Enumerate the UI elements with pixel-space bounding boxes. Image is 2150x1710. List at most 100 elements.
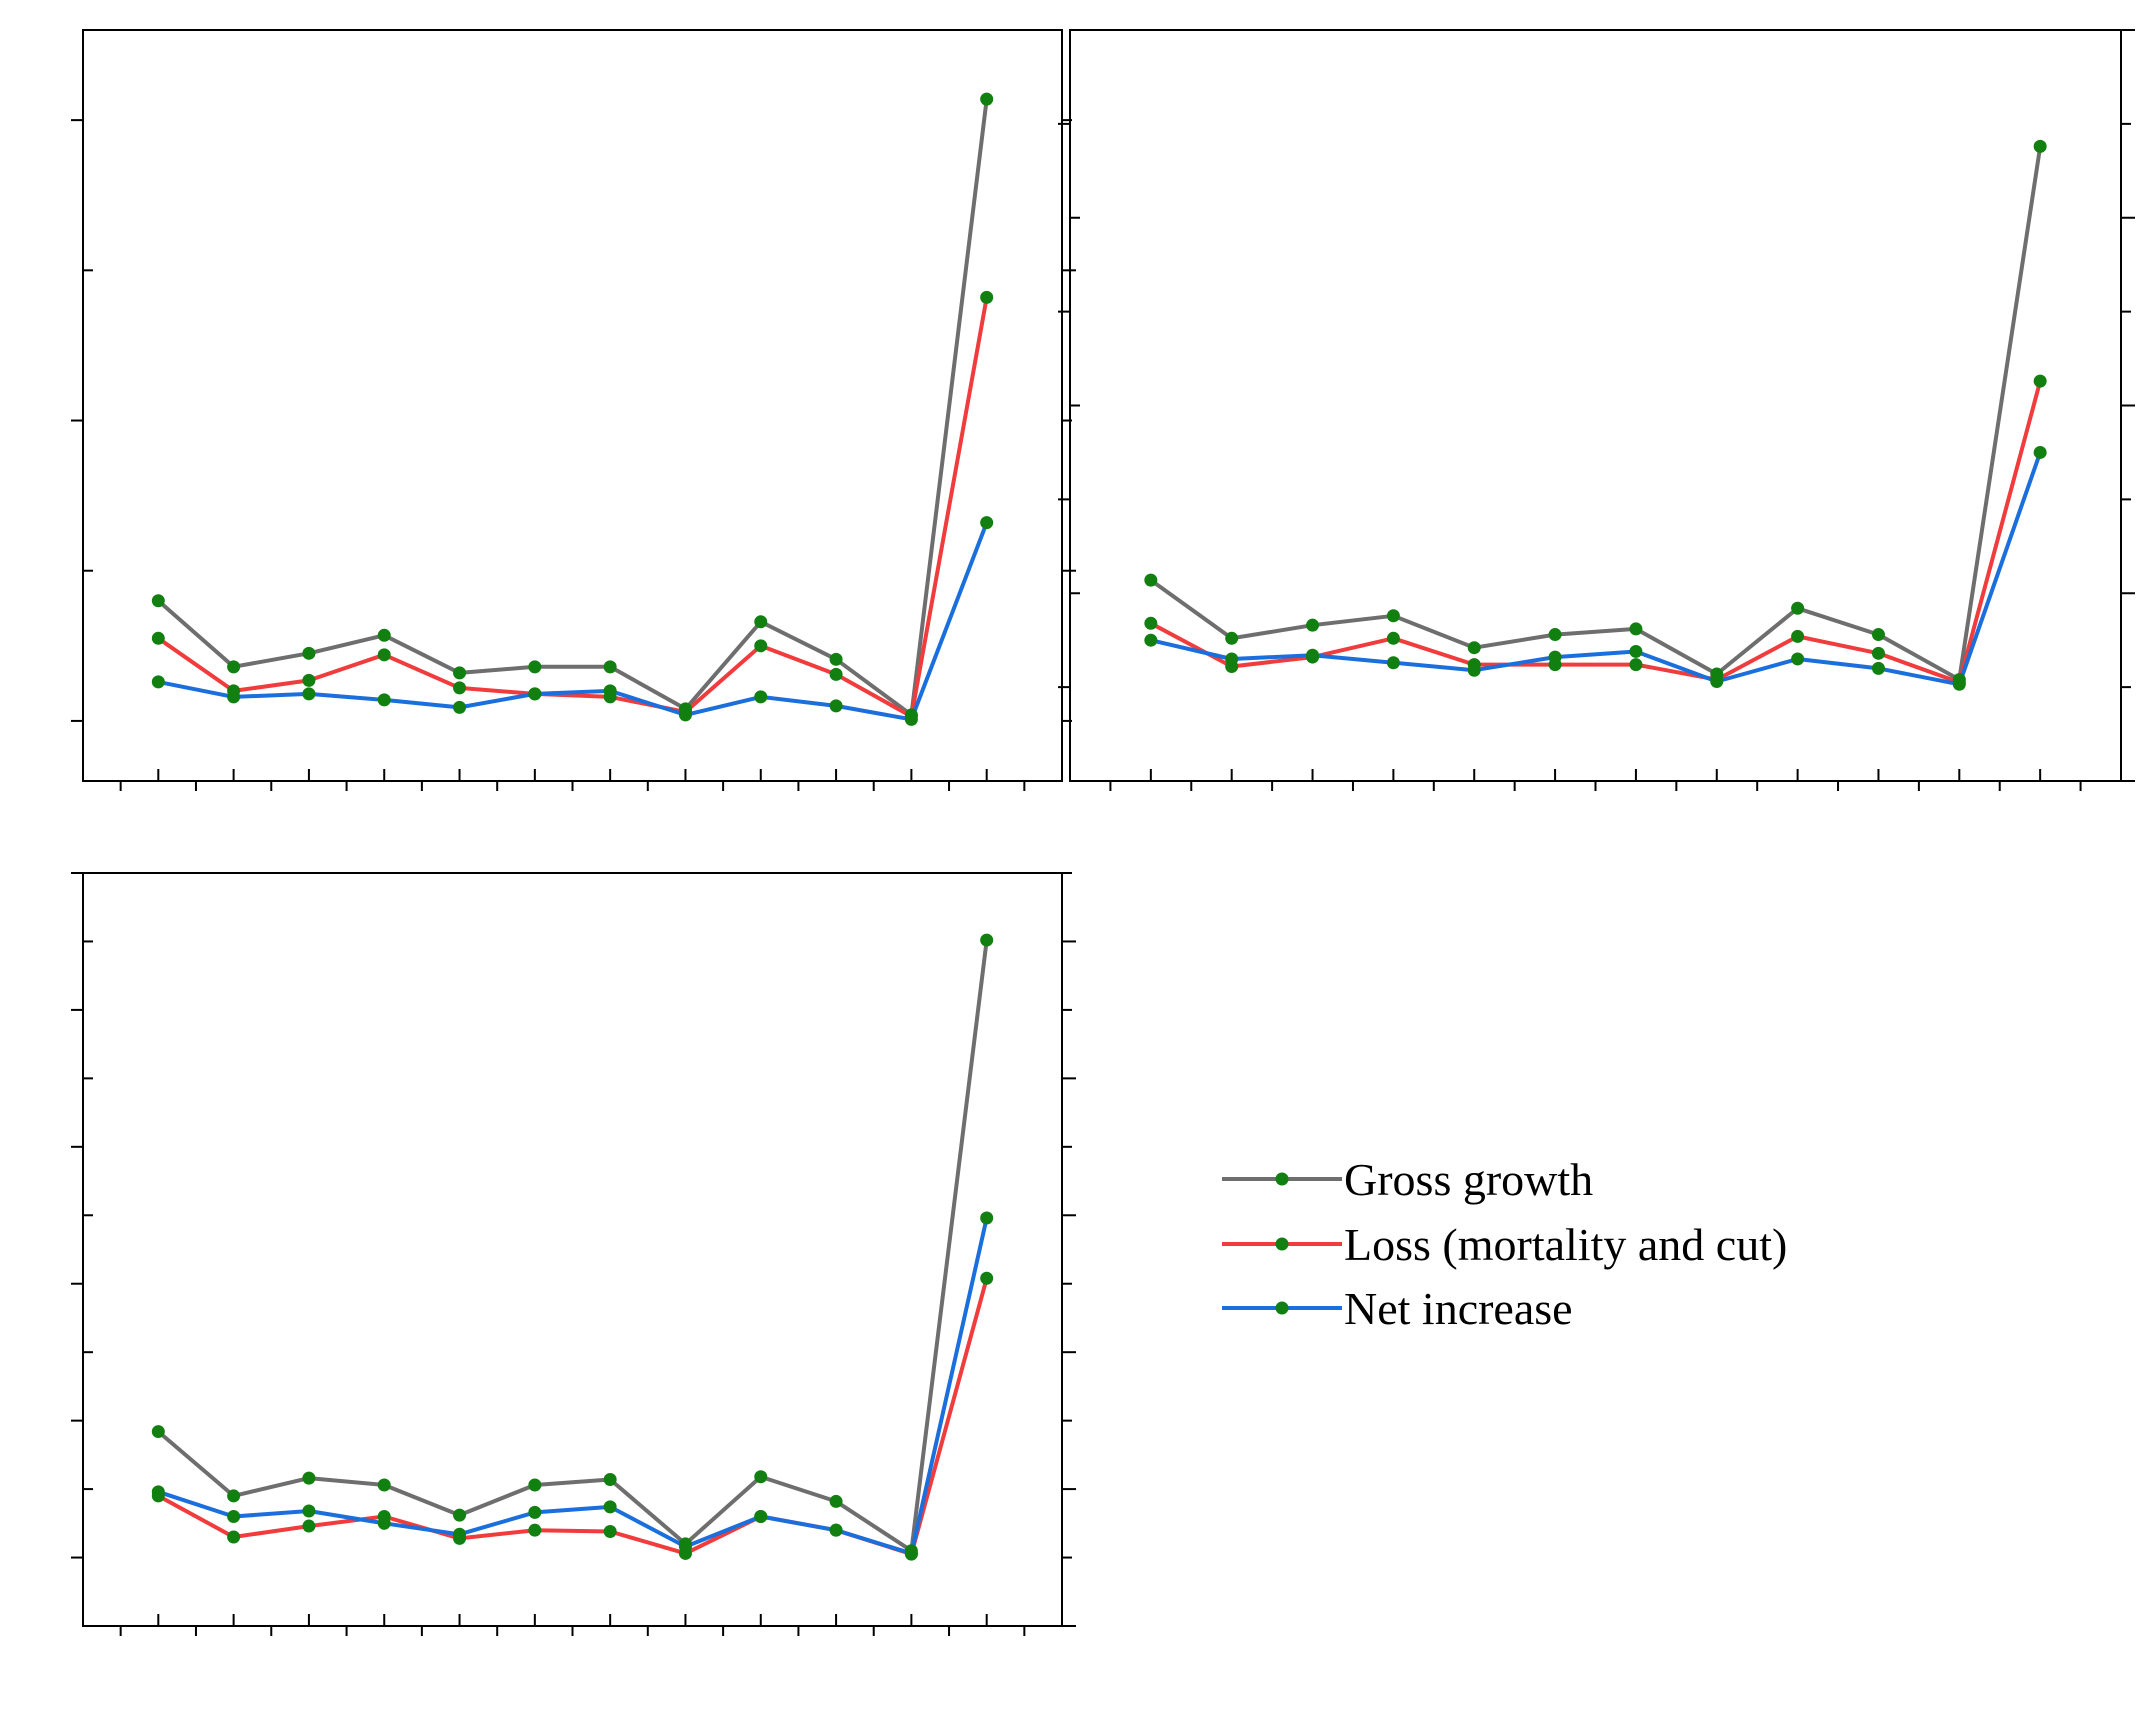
data-point-gross-growth-e: [1467, 641, 1481, 655]
data-point-gross-growth-g: [603, 1473, 617, 1487]
data-point-net-increase-a: [1144, 633, 1158, 647]
data-point-net-increase-l: [2033, 445, 2047, 459]
data-point-gross-growth-g: [603, 660, 617, 674]
data-point-loss-mortality-and-cut-j: [1871, 646, 1885, 660]
data-point-net-increase-b: [1225, 652, 1239, 666]
data-point-loss-mortality-and-cut-g: [1629, 658, 1643, 672]
data-point-gross-growth-l: [2033, 139, 2047, 153]
data-point-loss-mortality-and-cut-d: [377, 648, 391, 662]
legend-label-gross-growth: Gross growth: [1344, 1154, 1593, 1205]
data-point-loss-mortality-and-cut-b: [227, 1530, 241, 1544]
data-point-gross-growth-c: [1306, 618, 1320, 632]
data-point-net-increase-b: [227, 690, 241, 704]
data-point-loss-mortality-and-cut-f: [528, 1523, 542, 1537]
data-point-net-increase-d: [1386, 656, 1400, 670]
data-point-net-increase-j: [829, 699, 843, 713]
series-line-loss-mortality-and-cut: [1149, 380, 2043, 685]
data-point-net-increase-h: [678, 1540, 692, 1554]
data-point-loss-mortality-and-cut-c: [302, 1519, 316, 1533]
series-line-gross-growth: [157, 939, 989, 1553]
series-line-gross-growth: [156, 98, 989, 717]
data-point-net-increase-k: [1952, 677, 1966, 691]
data-point-net-increase-j: [829, 1523, 843, 1537]
data-point-net-increase-d: [377, 693, 391, 707]
data-point-gross-growth-d: [1386, 609, 1400, 623]
data-point-loss-mortality-and-cut-g: [603, 1525, 617, 1539]
series-line-net-increase: [157, 521, 989, 722]
data-point-net-increase-l: [980, 1211, 994, 1225]
data-point-gross-growth-c: [302, 646, 316, 660]
data-point-net-increase-i: [1791, 652, 1805, 666]
data-point-net-increase-e: [1467, 663, 1481, 677]
legend-label-loss: Loss (mortality and cut): [1344, 1219, 1787, 1270]
data-point-net-increase-l: [980, 516, 994, 530]
series-line-net-increase: [157, 1217, 989, 1556]
series-line-loss-mortality-and-cut: [157, 297, 989, 719]
data-point-net-increase-e: [453, 1527, 467, 1541]
data-point-loss-mortality-and-cut-e: [453, 681, 467, 695]
data-point-net-increase-k: [904, 712, 918, 726]
data-point-gross-growth-b: [227, 660, 241, 674]
data-point-gross-growth-l: [980, 933, 994, 947]
data-point-gross-growth-f: [528, 1478, 542, 1492]
data-point-gross-growth-l: [980, 92, 994, 106]
data-point-loss-mortality-and-cut-d: [1386, 631, 1400, 645]
data-point-gross-growth-j: [829, 652, 843, 666]
data-point-gross-growth-c: [302, 1471, 316, 1485]
data-point-net-increase-h: [678, 708, 692, 722]
panel-2030-2050: [71, 872, 1076, 1636]
legend-marker-loss: [1275, 1237, 1289, 1251]
data-point-net-increase-h: [1710, 674, 1724, 688]
data-point-loss-mortality-and-cut-l: [2033, 374, 2047, 388]
legend-label-net-increase: Net increase: [1344, 1283, 1573, 1334]
panel-2020-2030: [1058, 29, 2135, 791]
legend-marker-gross-growth: [1275, 1172, 1289, 1186]
data-point-gross-growth-j: [1871, 628, 1885, 642]
data-point-net-increase-f: [528, 687, 542, 701]
data-point-net-increase-e: [453, 700, 467, 714]
data-point-gross-growth-i: [754, 615, 768, 629]
data-point-gross-growth-f: [1548, 628, 1562, 642]
data-point-net-increase-c: [302, 687, 316, 701]
data-point-gross-growth-f: [528, 660, 542, 674]
legend: Gross growth Loss (mortality and cut) Ne…: [1222, 1154, 1787, 1334]
data-point-net-increase-g: [603, 1500, 617, 1514]
data-point-loss-mortality-and-cut-l: [980, 1271, 994, 1285]
data-point-gross-growth-e: [453, 666, 467, 680]
data-point-loss-mortality-and-cut-j: [829, 667, 843, 681]
legend-marker-net-increase: [1275, 1301, 1289, 1315]
data-point-loss-mortality-and-cut-a: [151, 631, 165, 645]
data-point-loss-mortality-and-cut-a: [1144, 616, 1158, 630]
data-point-gross-growth-g: [1629, 622, 1643, 636]
data-point-gross-growth-d: [377, 1478, 391, 1492]
data-point-net-increase-a: [151, 1485, 165, 1499]
data-point-loss-mortality-and-cut-i: [1791, 629, 1805, 643]
data-point-loss-mortality-and-cut-l: [980, 290, 994, 304]
data-point-net-increase-i: [754, 690, 768, 704]
data-point-loss-mortality-and-cut-c: [302, 673, 316, 687]
data-point-loss-mortality-and-cut-i: [754, 639, 768, 653]
data-point-net-increase-c: [302, 1504, 316, 1518]
data-point-net-increase-f: [1548, 650, 1562, 664]
series-line-gross-growth: [1149, 146, 2043, 682]
series-line-net-increase: [1150, 451, 2043, 687]
panel-2013-2020: [71, 29, 1076, 791]
data-point-gross-growth-a: [1144, 573, 1158, 587]
data-point-net-increase-f: [528, 1505, 542, 1519]
data-point-net-increase-i: [754, 1509, 768, 1523]
data-point-gross-growth-a: [151, 1425, 165, 1439]
data-point-gross-growth-d: [377, 628, 391, 642]
data-point-gross-growth-i: [754, 1470, 768, 1484]
data-point-net-increase-c: [1306, 648, 1320, 662]
data-point-gross-growth-b: [227, 1489, 241, 1503]
data-point-gross-growth-a: [151, 594, 165, 608]
data-point-net-increase-g: [603, 684, 617, 698]
data-point-gross-growth-i: [1791, 601, 1805, 615]
data-point-net-increase-b: [227, 1509, 241, 1523]
data-point-net-increase-j: [1871, 661, 1885, 675]
data-point-net-increase-g: [1629, 644, 1643, 658]
data-point-gross-growth-b: [1225, 631, 1239, 645]
data-point-gross-growth-j: [829, 1494, 843, 1508]
data-point-net-increase-d: [377, 1516, 391, 1530]
